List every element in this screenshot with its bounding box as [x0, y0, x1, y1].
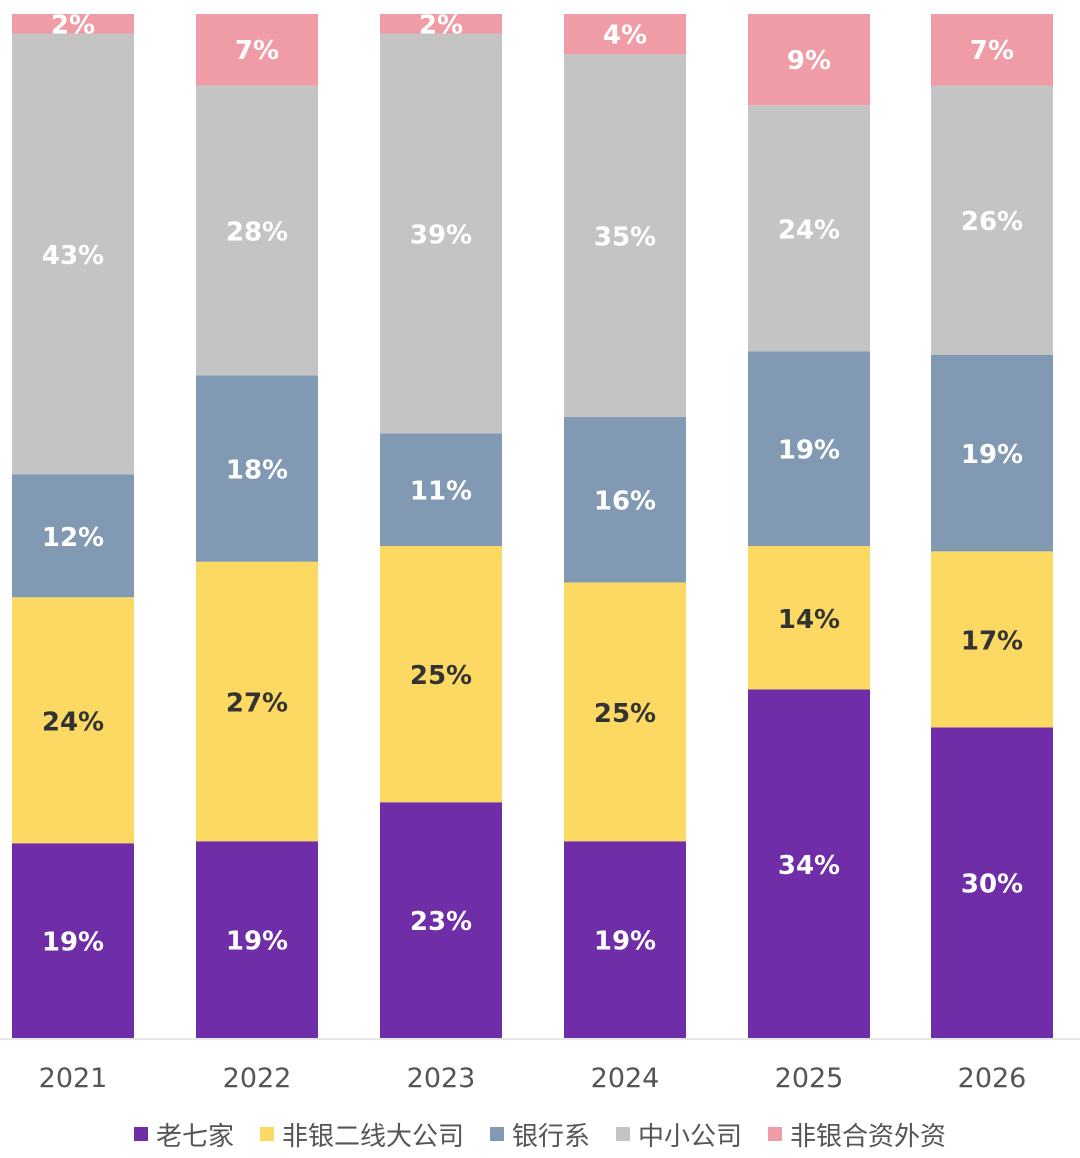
data-label-2024-1: 25% — [594, 699, 656, 729]
data-label-2024-3: 35% — [594, 223, 656, 253]
legend-item-3: 中小公司 — [616, 1116, 742, 1153]
bar-segment-2022-2 — [196, 375, 318, 562]
bar-segment-2022-1 — [196, 561, 318, 842]
bar-segment-2022-0 — [196, 841, 318, 1038]
bar-group-2021: 19% 24% 12% 43% 2% — [12, 10, 134, 1038]
data-label-2021-4: 2% — [51, 10, 95, 40]
bar-segment-2026-1 — [931, 551, 1053, 728]
bar-segment-2021-3 — [12, 33, 134, 475]
legend-swatch — [259, 1127, 274, 1141]
x-tick-label-2022: 2022 — [223, 1063, 292, 1094]
legend-label: 银行系 — [511, 1121, 590, 1152]
bar-segment-2025-3 — [748, 105, 870, 352]
bar-segment-2023-4 — [380, 14, 502, 34]
data-label-2022-4: 7% — [235, 36, 279, 66]
bar-segment-2026-2 — [931, 354, 1053, 552]
data-label-2024-2: 16% — [594, 487, 656, 517]
data-label-2021-3: 43% — [42, 241, 104, 271]
bar-segment-2024-0 — [564, 841, 686, 1038]
bar-segment-2025-0 — [748, 689, 870, 1038]
data-label-2026-4: 7% — [970, 36, 1014, 66]
bar-segment-2024-1 — [564, 582, 686, 842]
x-tick-label-2025: 2025 — [775, 1063, 844, 1094]
bar-segment-2026-0 — [931, 727, 1053, 1038]
x-tick-label-2026: 2026 — [958, 1063, 1027, 1094]
bar-group-2023: 23% 25% 11% 39% 2% — [380, 10, 502, 1038]
data-label-2025-4: 9% — [787, 46, 831, 76]
bar-group-2022: 19% 27% 18% 28% 7% — [196, 14, 318, 1038]
bar-segment-2021-1 — [12, 597, 134, 844]
data-label-2024-4: 4% — [603, 21, 647, 51]
data-label-2022-0: 19% — [226, 927, 288, 957]
data-label-2023-0: 23% — [410, 907, 472, 937]
legend-label: 老七家 — [155, 1121, 234, 1152]
bar-segment-2025-1 — [748, 546, 870, 690]
data-label-2021-1: 24% — [42, 707, 104, 737]
data-label-2021-0: 19% — [42, 928, 104, 958]
bar-segment-2024-2 — [564, 416, 686, 583]
bar-group-2026: 30% 17% 19% 26% 7% — [931, 14, 1053, 1038]
bar-segment-2023-2 — [380, 433, 502, 546]
bar-segment-2022-4 — [196, 14, 318, 86]
data-label-2025-0: 34% — [778, 851, 840, 881]
bar-segment-2025-4 — [748, 14, 870, 106]
bar-segment-2021-4 — [12, 14, 134, 34]
bar-segment-2023-0 — [380, 802, 502, 1038]
legend-label: 非银二线大公司 — [281, 1121, 464, 1152]
data-label-2026-0: 30% — [961, 870, 1023, 900]
bar-segment-2022-3 — [196, 85, 318, 376]
legend-swatch — [489, 1127, 504, 1141]
bar-segment-2023-1 — [380, 546, 502, 803]
bar-group-2025: 34% 14% 19% 24% 9% — [748, 14, 870, 1038]
data-label-2026-2: 19% — [961, 440, 1023, 470]
legend-swatch — [616, 1127, 630, 1141]
legend-swatch — [768, 1127, 783, 1141]
data-label-2021-2: 12% — [42, 523, 104, 553]
data-label-2025-1: 14% — [778, 605, 840, 635]
bar-segment-2024-4 — [564, 14, 686, 55]
bar-segment-2024-3 — [564, 54, 686, 417]
data-label-2022-3: 28% — [226, 217, 288, 247]
data-label-2023-4: 2% — [419, 10, 463, 40]
bar-segment-2026-4 — [931, 14, 1053, 86]
data-label-2022-2: 18% — [226, 456, 288, 486]
legend-label: 中小公司 — [638, 1121, 743, 1152]
data-label-2025-2: 19% — [778, 436, 840, 466]
legend-item-2: 银行系 — [489, 1116, 590, 1153]
x-tick-label-2023: 2023 — [407, 1063, 476, 1094]
data-label-2026-1: 17% — [961, 626, 1023, 656]
bar-group-2024: 19% 25% 16% 35% 4% — [564, 14, 686, 1038]
bar-segment-2025-2 — [748, 351, 870, 546]
legend-item-4: 非银合资外资 — [768, 1116, 946, 1153]
bar-segment-2021-2 — [12, 474, 134, 598]
legend-label: 非银合资外资 — [790, 1121, 947, 1152]
bar-segment-2026-3 — [931, 85, 1053, 355]
data-label-2023-3: 39% — [410, 220, 472, 250]
x-tick-label-2021: 2021 — [39, 1063, 108, 1094]
data-label-2023-2: 11% — [410, 477, 472, 507]
legend-item-0: 老七家 — [133, 1116, 234, 1153]
legend: 老七家 非银二线大公司 银行系 中小公司 非银合资外资 — [0, 1112, 1080, 1156]
x-tick-label-2024: 2024 — [591, 1063, 660, 1094]
bar-segment-2021-0 — [12, 843, 134, 1038]
data-label-2022-1: 27% — [226, 689, 288, 719]
data-label-2024-0: 19% — [594, 927, 656, 957]
bar-segment-2023-3 — [380, 33, 502, 434]
data-label-2023-1: 25% — [410, 661, 472, 691]
data-label-2025-3: 24% — [778, 215, 840, 245]
legend-item-1: 非银二线大公司 — [259, 1116, 464, 1153]
legend-swatch — [133, 1127, 148, 1141]
data-label-2026-3: 26% — [961, 207, 1023, 237]
